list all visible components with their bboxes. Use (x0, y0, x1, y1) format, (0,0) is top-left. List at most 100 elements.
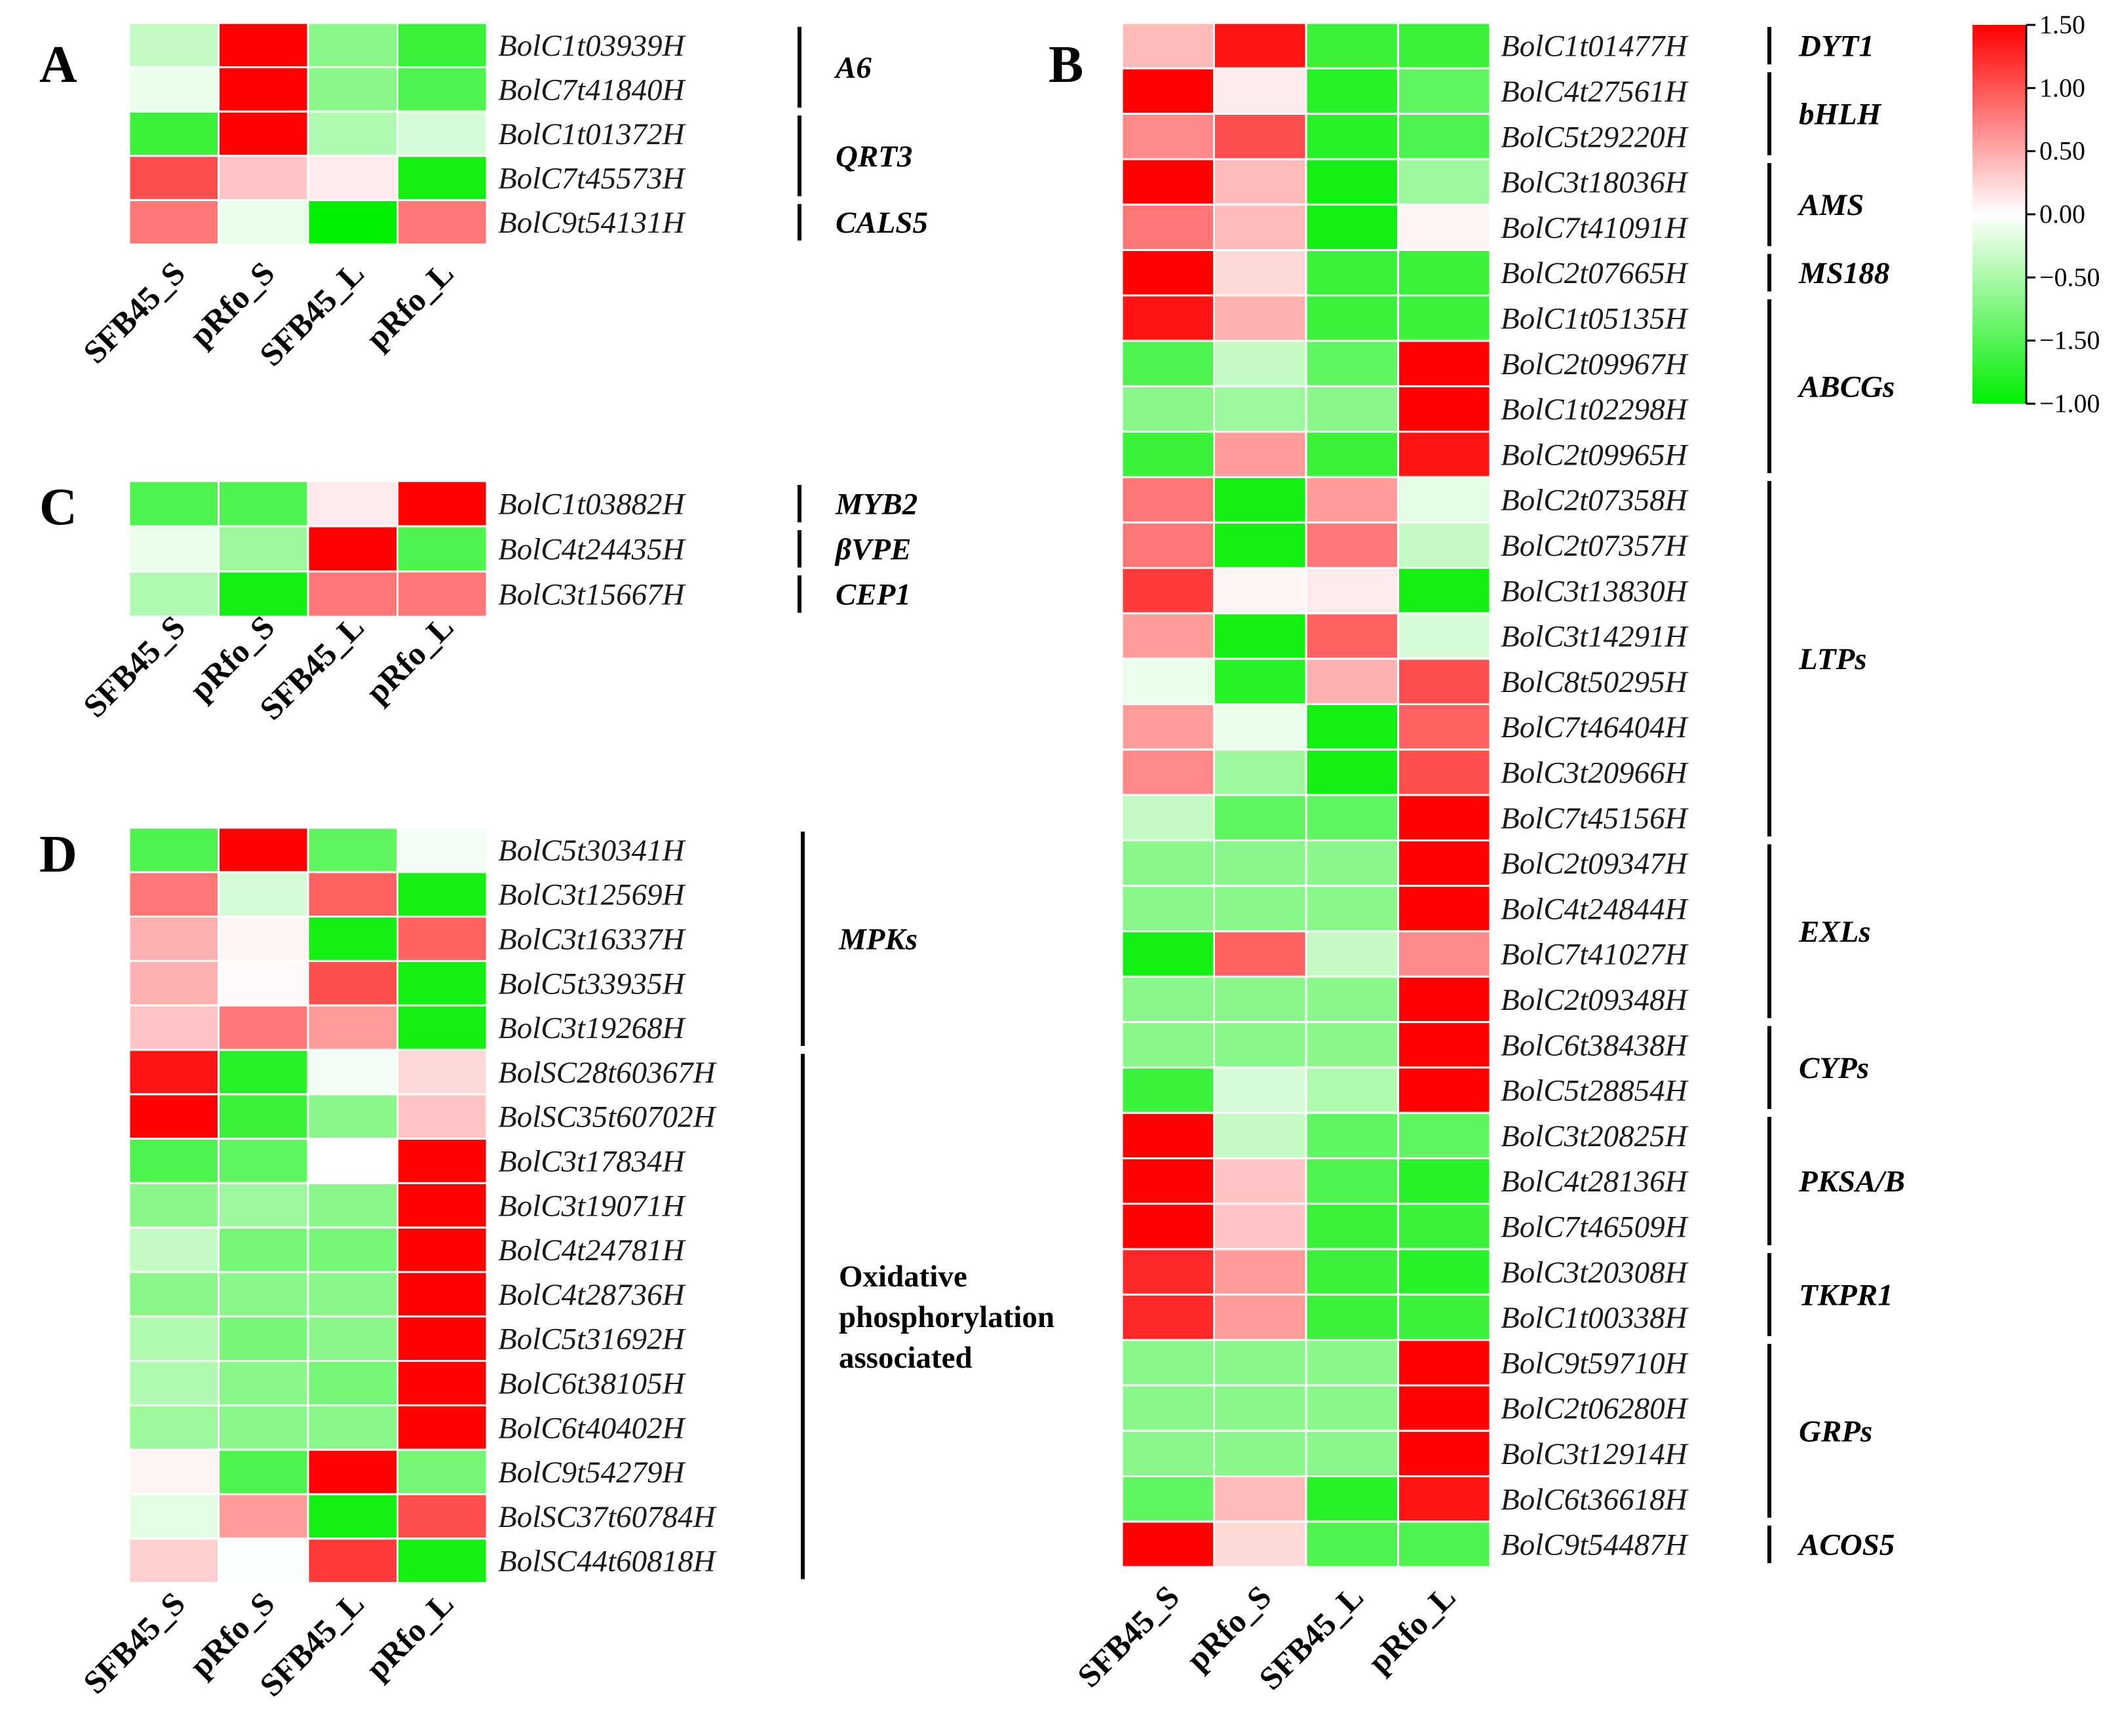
heatmap-cell (1121, 113, 1215, 161)
heatmap-cell (1397, 839, 1492, 887)
heatmap-cell (396, 1493, 488, 1540)
heatmap-cell (396, 871, 488, 918)
heatmap-cell (1213, 22, 1307, 69)
gene-label: BolC2t07358H (1501, 484, 1689, 518)
heatmap-cell (396, 110, 488, 157)
gene-label: BolC5t31692H (498, 1322, 687, 1357)
heatmap-cell (1213, 67, 1307, 115)
heatmap-cell (1397, 1429, 1492, 1478)
heatmap-cell (1213, 1429, 1307, 1478)
heatmap-cell (1213, 1520, 1307, 1568)
heatmap-cell (1121, 1203, 1215, 1250)
heatmap-cell (307, 155, 398, 201)
group-label: CEP1 (836, 578, 911, 612)
heatmap-cell (1213, 1157, 1307, 1205)
heatmap-cell (396, 1537, 488, 1585)
group-label: TKPR1 (1799, 1278, 1893, 1312)
heatmap-cell (1397, 1339, 1492, 1387)
heatmap-cell (1213, 1021, 1307, 1069)
heatmap-cell (1213, 748, 1307, 796)
heatmap-cell (1305, 703, 1399, 751)
heatmap-cell (1397, 1293, 1492, 1341)
gene-label: BolC5t30341H (498, 834, 687, 868)
gene-label: BolC9t54131H (498, 206, 687, 240)
gene-label: BolC6t36618H (1501, 1482, 1689, 1516)
column-label: SFB45_S (76, 254, 192, 370)
gene-label: BolC2t09965H (1501, 438, 1689, 472)
heatmap-cell (1397, 203, 1492, 252)
heatmap-cell (1305, 113, 1399, 161)
gene-label: BolC3t20308H (1501, 1256, 1689, 1290)
heatmap-cell (307, 66, 398, 113)
gene-label: BolC6t38105H (498, 1367, 687, 1401)
heatmap-cell (218, 1226, 309, 1273)
heatmap-cell (128, 1226, 220, 1273)
heatmap-cell (1213, 339, 1307, 387)
heatmap-cell (218, 826, 309, 874)
gene-label: BolC4t27561H (1501, 75, 1689, 109)
heatmap-cell (307, 22, 398, 69)
heatmap-cell (396, 155, 488, 201)
gene-label: BolC4t24844H (1501, 892, 1689, 926)
gene-label: BolSC37t60784H (498, 1500, 718, 1534)
heatmap-cell (307, 1004, 398, 1051)
heatmap-cell (1305, 885, 1399, 933)
heatmap-cell (218, 1360, 309, 1406)
heatmap-cell (1397, 294, 1492, 342)
heatmap-cell (1121, 975, 1215, 1024)
heatmap-cell (128, 871, 220, 918)
heatmap-cell (1305, 249, 1399, 297)
heatmap-cell (128, 1448, 220, 1495)
heatmap-cell (218, 22, 309, 69)
heatmap-cell (1213, 1475, 1307, 1523)
legend-tick-label: 1.50 (2039, 10, 2085, 39)
heatmap-cell (396, 959, 488, 1007)
group-label: bHLH (1799, 98, 1882, 132)
heatmap-cell (128, 1537, 220, 1585)
heatmap-cell (1213, 1384, 1307, 1432)
heatmap-cell (307, 525, 398, 573)
heatmap-cell (1213, 113, 1307, 161)
group-label: DYT1 (1798, 29, 1874, 64)
gene-label: BolC1t01477H (1501, 29, 1689, 64)
heatmap-cell (218, 155, 309, 201)
heatmap-cell (1305, 1157, 1399, 1205)
heatmap-cell (1121, 885, 1215, 933)
heatmap-cell (1397, 22, 1492, 69)
heatmap-cell (128, 1004, 220, 1051)
column-label: SFB45_S (76, 1585, 192, 1701)
heatmap-cell (396, 1182, 488, 1229)
heatmap-cell (307, 1448, 398, 1495)
gene-label: BolC3t14291H (1501, 620, 1689, 654)
heatmap-cell (218, 871, 309, 918)
gene-label: BolC7t46404H (1501, 710, 1689, 744)
gene-label: BolC3t20966H (1501, 756, 1689, 790)
gene-label: BolC1t05135H (1501, 301, 1689, 336)
heatmap-cell (128, 66, 220, 113)
column-label: SFB45_S (76, 608, 192, 724)
heatmap-cell (396, 1004, 488, 1051)
gene-label: BolC9t54487H (1501, 1528, 1689, 1562)
heatmap-cell (1305, 839, 1399, 887)
group-label: MS188 (1798, 256, 1889, 290)
heatmap-cell (1305, 294, 1399, 342)
heatmap-cell (1121, 1293, 1215, 1341)
heatmap-cell (128, 110, 220, 157)
heatmap-cell (1397, 1021, 1492, 1069)
heatmap-cell (1121, 1248, 1215, 1296)
gene-label: BolC2t09347H (1501, 847, 1689, 881)
heatmap-cell (1121, 1520, 1215, 1568)
heatmap-cell (1397, 1066, 1492, 1114)
heatmap-cell (307, 570, 398, 618)
panel-label-C: C (39, 478, 77, 536)
heatmap-cell (1213, 158, 1307, 206)
heatmap-cell (1305, 431, 1399, 478)
group-label: ACOS5 (1797, 1528, 1895, 1562)
group-label: PKSA/B (1798, 1165, 1905, 1199)
heatmap-cell (1121, 294, 1215, 342)
heatmap-cell (1213, 385, 1307, 433)
heatmap-cells (128, 22, 1492, 1585)
gene-label: BolC3t12569H (498, 878, 687, 912)
heatmap-cell (307, 1271, 398, 1318)
heatmap-cell (1121, 158, 1215, 206)
